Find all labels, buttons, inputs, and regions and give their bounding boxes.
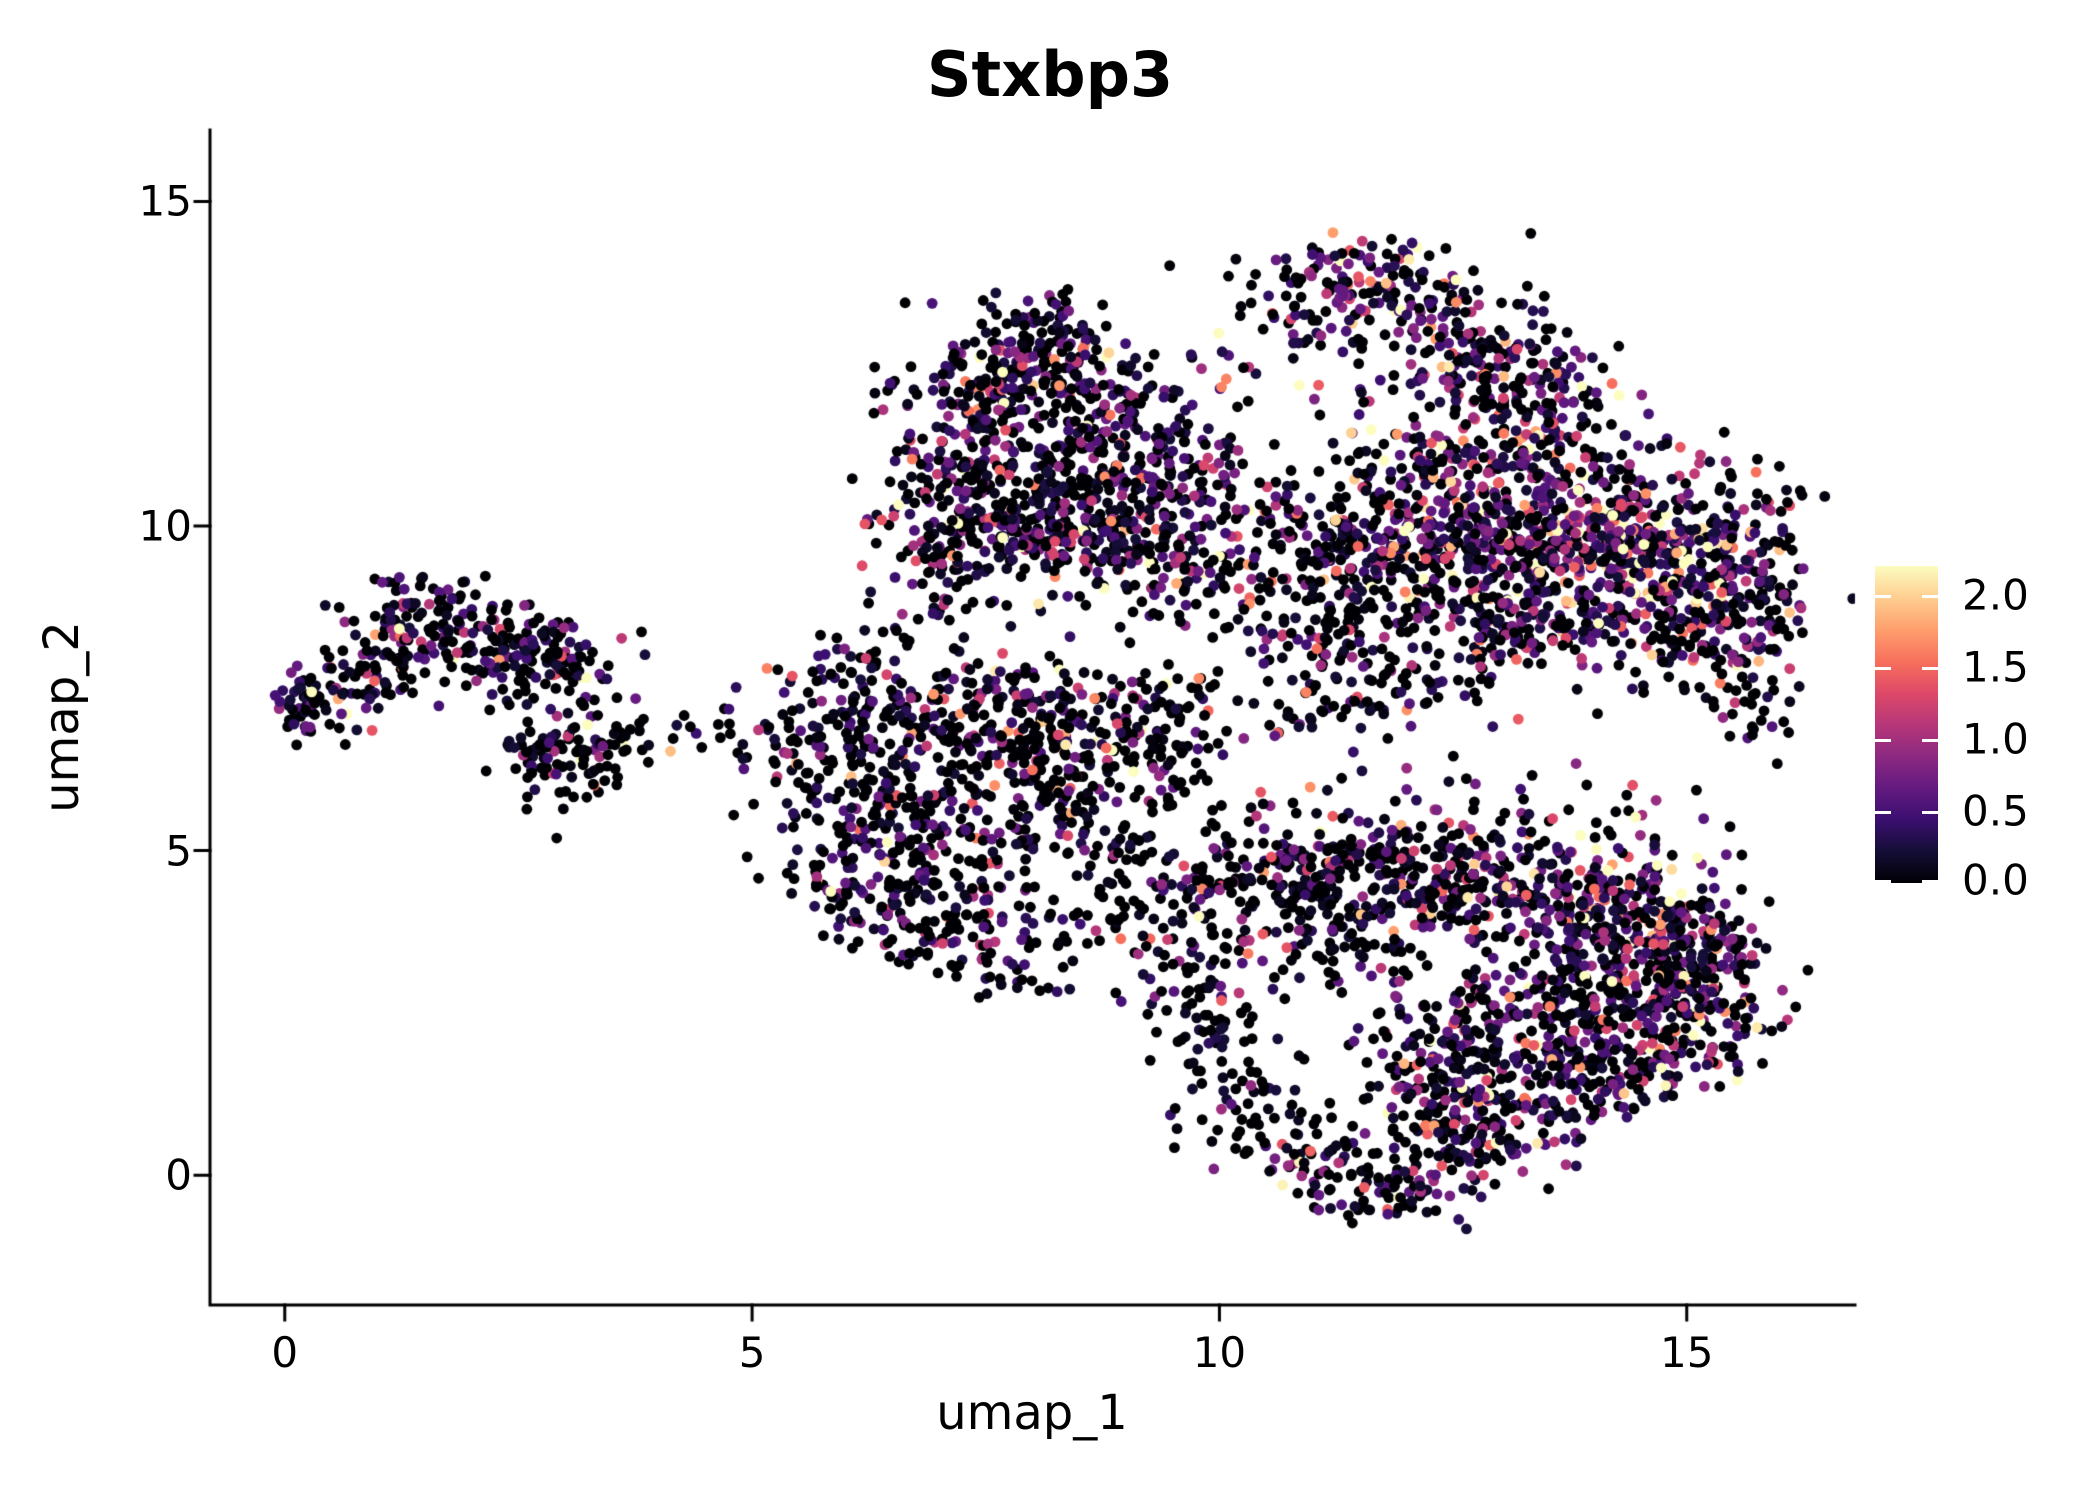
- colorbar-tick-label: 1.0: [1962, 714, 2029, 764]
- x-tick-label: 0: [271, 1328, 299, 1377]
- colorbar-tick: [1875, 738, 1891, 742]
- colorbar-tick-label: 0.5: [1962, 786, 2029, 836]
- colorbar-tick: [1922, 880, 1938, 883]
- y-tick-label: 15: [138, 176, 192, 226]
- colorbar-tick-label: 0.0: [1962, 855, 2029, 905]
- colorbar-tick: [1875, 880, 1891, 883]
- colorbar-tick: [1922, 666, 1938, 670]
- colorbar-gradient: [1875, 566, 1938, 883]
- colorbar-tick: [1922, 738, 1938, 742]
- colorbar-tick: [1922, 594, 1938, 598]
- chart-title: Stxbp3: [926, 38, 1174, 111]
- y-tick-label: 0: [165, 1150, 192, 1200]
- colorbar-tick: [1875, 810, 1891, 814]
- x-tick-label: 5: [738, 1328, 766, 1377]
- y-axis-label: umap_2: [34, 621, 90, 813]
- y-tick-label: 10: [138, 501, 192, 551]
- colorbar-tick-label: 1.5: [1962, 642, 2029, 692]
- colorbar-tick: [1875, 666, 1891, 670]
- x-tick-label: 10: [1192, 1328, 1247, 1377]
- x-tick-label: 15: [1660, 1328, 1714, 1377]
- x-axis-label: umap_1: [936, 1385, 1128, 1441]
- y-tick-label: 5: [165, 826, 192, 876]
- colorbar-tick: [1922, 810, 1938, 814]
- colorbar-tick-label: 2.0: [1962, 570, 2029, 620]
- colorbar-tick: [1875, 594, 1891, 598]
